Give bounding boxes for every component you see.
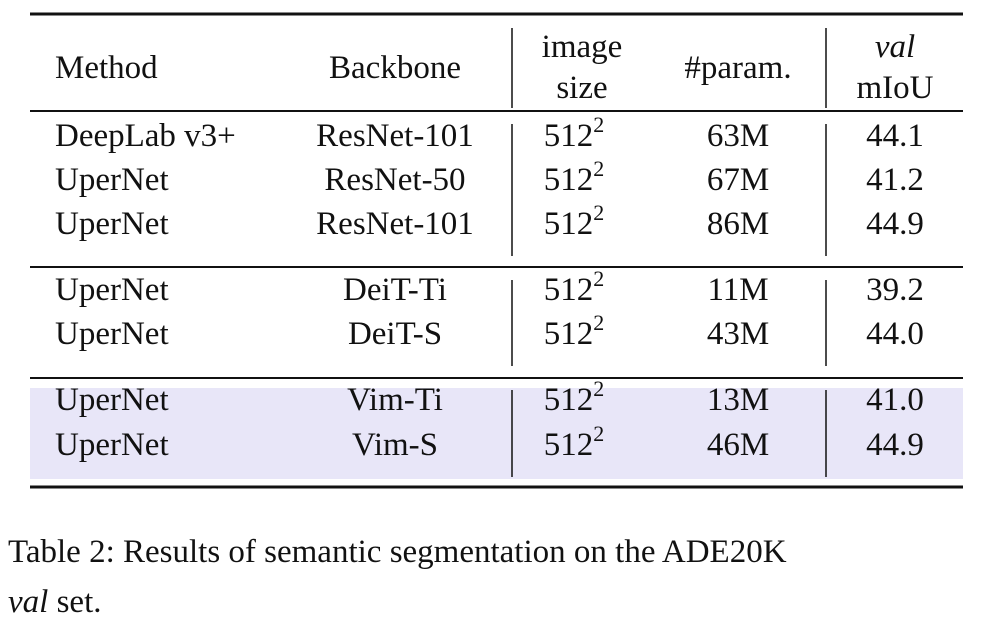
cell: Vim-S	[352, 427, 438, 463]
cell-exponent: 2	[593, 310, 604, 335]
cell-base: 512	[544, 162, 594, 198]
cell: 5122	[544, 266, 605, 308]
cell: 11M	[707, 272, 768, 308]
header-cell: size	[556, 70, 607, 106]
header-cell: #param.	[684, 50, 791, 86]
cell: 5122	[544, 112, 605, 154]
cell: ResNet-50	[324, 162, 465, 198]
caption-line: val set.	[8, 584, 102, 620]
cell-base: 512	[544, 316, 594, 352]
cell: 5122	[544, 200, 605, 242]
cell: 86M	[707, 206, 769, 242]
cell-exponent: 2	[593, 266, 604, 291]
cell: UperNet	[55, 272, 169, 308]
cell-base: 512	[544, 272, 594, 308]
cell: 5122	[544, 376, 605, 418]
cell-base: 512	[544, 118, 594, 154]
cell: UperNet	[55, 382, 169, 418]
cell-exponent: 2	[593, 156, 604, 181]
cell: ResNet-101	[316, 118, 474, 154]
cell-exponent: 2	[593, 376, 604, 401]
cell: 43M	[707, 316, 769, 352]
cell: UperNet	[55, 162, 169, 198]
cell: DeepLab v3+	[55, 118, 236, 154]
cell: 39.2	[866, 272, 924, 308]
cell: Vim-Ti	[347, 382, 443, 418]
cell: 44.0	[866, 316, 924, 352]
header-cell: val	[875, 29, 915, 65]
caption-italic: val	[8, 584, 48, 620]
cell: UperNet	[55, 316, 169, 352]
cell: 44.1	[866, 118, 924, 154]
cell: 5122	[544, 421, 605, 463]
cell: 67M	[707, 162, 769, 198]
cell-base: 512	[544, 206, 594, 242]
cell-exponent: 2	[593, 421, 604, 446]
cell: 63M	[707, 118, 769, 154]
cell: DeiT-Ti	[343, 272, 447, 308]
cell: UperNet	[55, 427, 169, 463]
cell: 46M	[707, 427, 769, 463]
cell: 44.9	[866, 427, 924, 463]
cell-base: 512	[544, 382, 594, 418]
cell: 5122	[544, 310, 605, 352]
rules	[30, 12, 963, 489]
header-cell: Backbone	[329, 50, 461, 86]
header-cell: mIoU	[857, 70, 934, 106]
caption-text: set.	[57, 584, 102, 620]
caption-line: Table 2: Results of semantic segmentatio…	[8, 534, 787, 570]
cell-exponent: 2	[593, 112, 604, 137]
cell-base: 512	[544, 427, 594, 463]
highlight-row-group	[30, 388, 963, 479]
header-cell: image	[542, 29, 623, 65]
cell: 5122	[544, 156, 605, 198]
cell-exponent: 2	[593, 200, 604, 225]
cell: UperNet	[55, 206, 169, 242]
cell: DeiT-S	[348, 316, 442, 352]
cell: 41.2	[866, 162, 924, 198]
cell: 13M	[707, 382, 769, 418]
header-cell: Method	[55, 50, 158, 86]
cell: ResNet-101	[316, 206, 474, 242]
cell: 41.0	[866, 382, 924, 418]
cell: 44.9	[866, 206, 924, 242]
